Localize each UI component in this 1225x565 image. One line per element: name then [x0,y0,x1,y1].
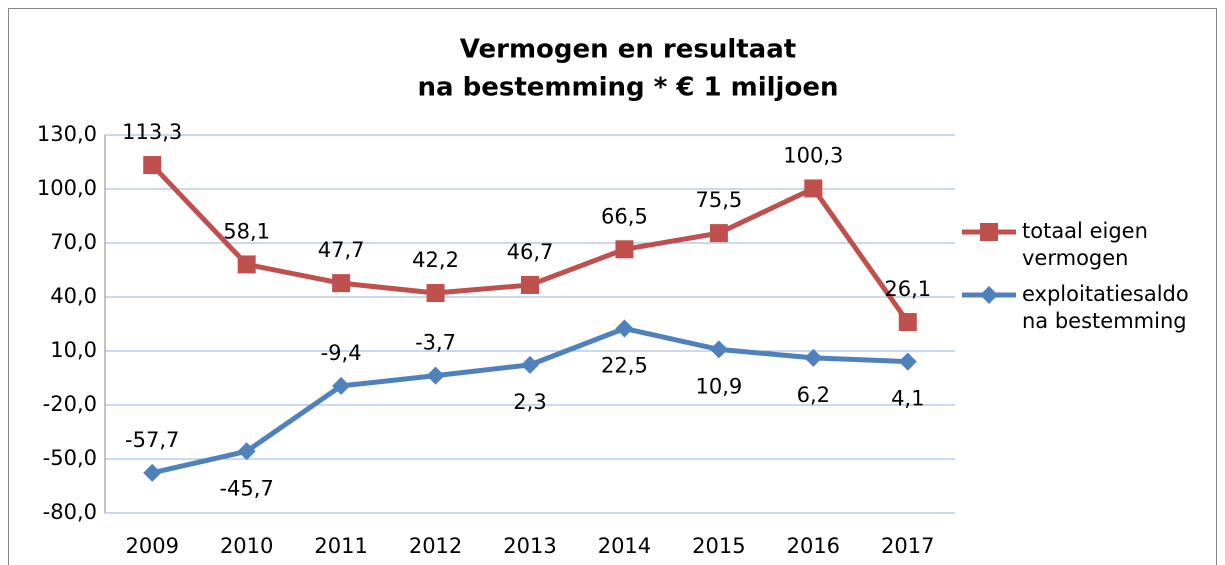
data-label: 22,5 [601,354,648,378]
data-label: 42,2 [412,248,459,272]
y-tick-label: -50,0 [43,446,97,470]
marker [143,156,162,175]
marker [143,463,162,482]
marker [804,348,823,367]
data-label: 47,7 [318,238,365,262]
y-tick-label: -20,0 [43,392,97,416]
legend-label: exploitatiesaldo na bestemming [1022,282,1195,333]
data-label: 26,1 [884,277,931,301]
marker [426,366,445,385]
data-label: -3,7 [415,331,456,355]
y-tick-label: 10,0 [50,338,97,362]
marker [615,319,634,338]
chart-border [8,8,1217,565]
x-tick-label: 2009 [125,534,178,558]
marker [980,286,998,304]
data-label: 2,3 [513,390,546,414]
data-label: 113,3 [122,120,182,144]
y-tick-label: 130,0 [37,122,97,146]
x-tick-label: 2010 [220,534,273,558]
marker [615,240,634,259]
marker [237,255,256,274]
marker [709,340,728,359]
x-tick-label: 2014 [598,534,651,558]
y-tick-label: 70,0 [50,230,97,254]
marker [898,352,917,371]
marker [332,376,351,395]
marker [980,223,998,241]
marker [237,442,256,461]
y-tick-label: 100,0 [37,176,97,200]
data-label: 66,5 [601,204,648,228]
x-tick-label: 2013 [503,534,556,558]
marker [332,274,351,293]
data-label: 58,1 [223,219,270,243]
data-label: -45,7 [219,476,273,500]
data-label: -9,4 [321,341,362,365]
data-label: 46,7 [507,240,554,264]
x-tick-label: 2015 [692,534,745,558]
marker [804,179,823,198]
marker [426,284,445,303]
x-tick-label: 2011 [314,534,367,558]
y-tick-label: -80,0 [43,500,97,524]
x-tick-label: 2012 [409,534,462,558]
chart-title: na bestemming * € 1 miljoen [418,73,839,103]
marker [709,224,728,243]
marker [521,355,539,374]
data-label: 4,1 [891,387,924,411]
x-tick-label: 2016 [787,534,840,558]
data-label: 6,2 [797,383,830,407]
data-label: 100,3 [783,143,843,167]
x-tick-label: 2017 [881,534,934,558]
data-label: 75,5 [696,188,743,212]
data-label: 10,9 [696,374,743,398]
chart-title: Vermogen en resultaat [460,35,796,65]
data-label: -57,7 [125,428,179,452]
marker [521,275,539,294]
marker [898,313,917,332]
y-tick-label: 40,0 [50,284,97,308]
legend-label: totaal eigen vermogen [1022,219,1155,270]
